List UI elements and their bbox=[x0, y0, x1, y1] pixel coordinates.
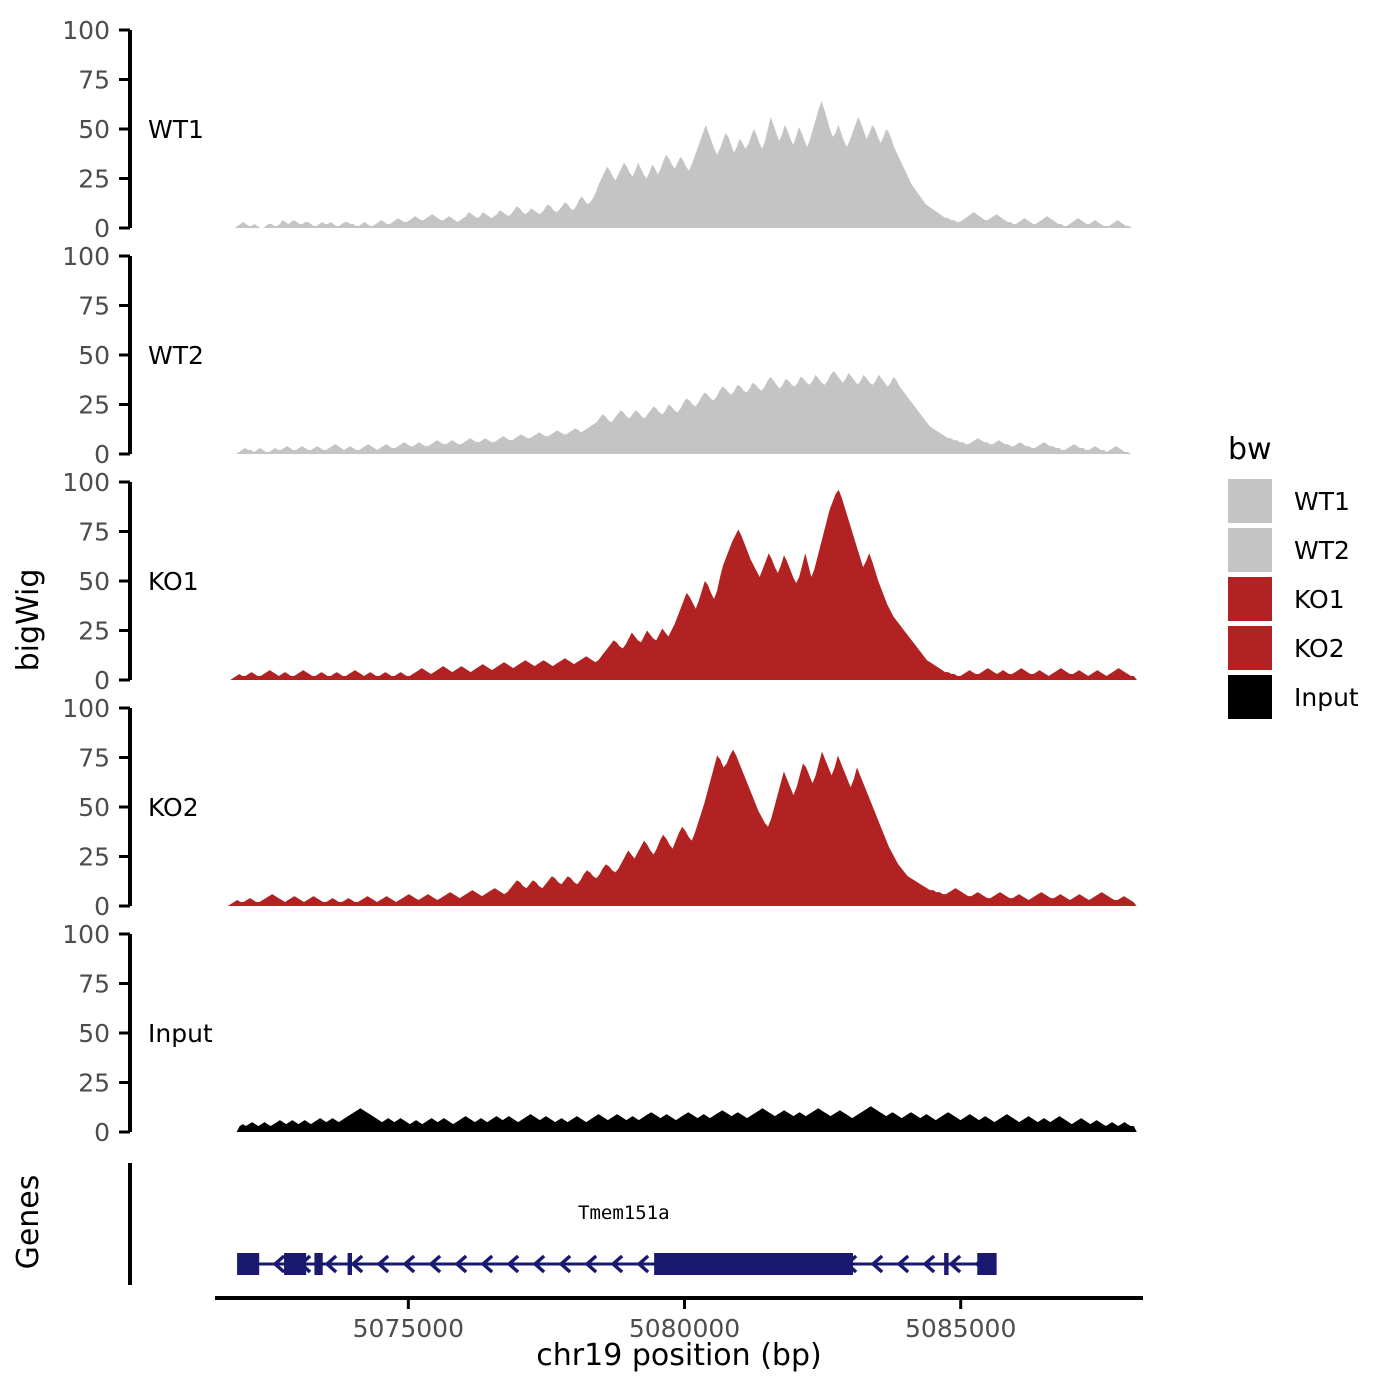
legend-title: bw bbox=[1228, 432, 1272, 467]
y-tick-label: 0 bbox=[94, 440, 110, 469]
bigwig-area-wt1 bbox=[215, 101, 1143, 228]
y-tick-label: 50 bbox=[78, 567, 110, 596]
gene-strand-arrow bbox=[922, 1254, 936, 1274]
legend-item-ko2[interactable]: KO2 bbox=[1228, 626, 1345, 670]
y-tick-label: 100 bbox=[62, 920, 110, 949]
legend-label: WT2 bbox=[1294, 536, 1350, 565]
bigwig-track-ko1: 0 25 50 75 100 KO1 bbox=[62, 468, 1143, 695]
y-tick-label: 25 bbox=[78, 1069, 110, 1098]
legend-swatch bbox=[1228, 577, 1272, 621]
y-tick-label: 25 bbox=[78, 391, 110, 420]
bigwig-track-wt1: 0 25 50 75 100 WT1 bbox=[62, 16, 1143, 243]
gene-strand-arrow bbox=[532, 1254, 546, 1274]
bigwig-area-wt2 bbox=[215, 370, 1143, 454]
y-tick-label: 100 bbox=[62, 16, 110, 45]
legend-swatch bbox=[1228, 675, 1272, 719]
y-tick-label: 50 bbox=[78, 793, 110, 822]
gene-exon bbox=[654, 1253, 853, 1275]
genes-panel: Tmem151a bbox=[128, 1163, 997, 1285]
legend-item-ko1[interactable]: KO1 bbox=[1228, 577, 1345, 621]
y-tick-label: 75 bbox=[78, 292, 110, 321]
y-tick-label: 0 bbox=[94, 892, 110, 921]
gene-strand-arrow bbox=[376, 1254, 390, 1274]
y-tick-label: 50 bbox=[78, 341, 110, 370]
gene-strand-arrow bbox=[896, 1254, 910, 1274]
x-axis-title: chr19 position (bp) bbox=[536, 1338, 821, 1373]
legend-item-wt2[interactable]: WT2 bbox=[1228, 528, 1350, 572]
bigwig-area-input bbox=[215, 1106, 1143, 1132]
x-tick-label: 5085000 bbox=[905, 1314, 1016, 1343]
legend-label: WT1 bbox=[1294, 487, 1350, 516]
legend-label: KO1 bbox=[1294, 585, 1345, 614]
gene-strand-arrow bbox=[948, 1254, 962, 1274]
track-label-wt2: WT2 bbox=[148, 341, 204, 370]
gene-strand-arrow bbox=[558, 1254, 572, 1274]
legend-label: KO2 bbox=[1294, 634, 1345, 663]
track-label-ko1: KO1 bbox=[148, 567, 199, 596]
gene-exon bbox=[237, 1253, 260, 1275]
gene-strand-arrow bbox=[350, 1254, 364, 1274]
gene-strand-arrow bbox=[402, 1254, 416, 1274]
gene-exon bbox=[977, 1253, 997, 1275]
legend-label: Input bbox=[1294, 683, 1359, 712]
track-label-wt1: WT1 bbox=[148, 115, 204, 144]
legend-item-wt1[interactable]: WT1 bbox=[1228, 479, 1350, 523]
y-tick-label: 0 bbox=[94, 214, 110, 243]
y-tick-label: 25 bbox=[78, 843, 110, 872]
track-label-input: Input bbox=[148, 1019, 213, 1048]
track-label-ko2: KO2 bbox=[148, 793, 199, 822]
bigwig-track-ko2: 0 25 50 75 100 KO2 bbox=[62, 694, 1143, 921]
bigwig-track-input: 0 25 50 75 100 Input bbox=[62, 920, 1143, 1147]
x-tick-label: 5080000 bbox=[629, 1314, 740, 1343]
y-axis-title: bigWig bbox=[11, 569, 46, 672]
x-axis: 5075000 5080000 5085000 bbox=[215, 1296, 1143, 1343]
gene-name-label: Tmem151a bbox=[578, 1202, 670, 1224]
y-tick-label: 50 bbox=[78, 115, 110, 144]
gene-strand-arrow bbox=[272, 1254, 286, 1274]
gene-strand-arrow bbox=[428, 1254, 442, 1274]
gene-strand-arrow bbox=[324, 1254, 338, 1274]
y-tick-label: 0 bbox=[94, 1118, 110, 1147]
legend-swatch bbox=[1228, 528, 1272, 572]
legend-swatch bbox=[1228, 626, 1272, 670]
gene-strand-arrow bbox=[636, 1254, 650, 1274]
gene-exon bbox=[284, 1253, 307, 1275]
bigwig-area-ko1 bbox=[215, 489, 1143, 680]
bigwig-panels: 0255075100WT10255075100WT20255075100KO10… bbox=[62, 16, 1143, 1147]
gene-strand-arrow bbox=[454, 1254, 468, 1274]
gene-strand-arrow bbox=[506, 1254, 520, 1274]
gene-strand-arrow bbox=[870, 1254, 884, 1274]
legend: bw WT1 WT2 KO1 KO2 Input bbox=[1228, 432, 1359, 719]
gene-strand-arrow bbox=[610, 1254, 624, 1274]
y-tick-label: 50 bbox=[78, 1019, 110, 1048]
legend-item-input[interactable]: Input bbox=[1228, 675, 1359, 719]
gene-strand-arrow bbox=[584, 1254, 598, 1274]
y-tick-label: 100 bbox=[62, 694, 110, 723]
y-tick-label: 25 bbox=[78, 617, 110, 646]
x-tick-label: 5075000 bbox=[353, 1314, 464, 1343]
gene-exon bbox=[347, 1253, 352, 1275]
y-tick-label: 75 bbox=[78, 744, 110, 773]
gene-exon bbox=[314, 1253, 323, 1275]
bigwig-track-wt2: 0 25 50 75 100 WT2 bbox=[62, 242, 1143, 469]
genes-axis-title: Genes bbox=[11, 1175, 46, 1270]
y-tick-label: 25 bbox=[78, 165, 110, 194]
gene-model: Tmem151a bbox=[237, 1202, 997, 1275]
y-tick-label: 100 bbox=[62, 242, 110, 271]
y-tick-label: 100 bbox=[62, 468, 110, 497]
gene-exon bbox=[944, 1253, 949, 1275]
bigwig-area-ko2 bbox=[215, 749, 1143, 906]
y-tick-label: 0 bbox=[94, 666, 110, 695]
y-tick-label: 75 bbox=[78, 970, 110, 999]
y-tick-label: 75 bbox=[78, 66, 110, 95]
y-tick-label: 75 bbox=[78, 518, 110, 547]
gene-strand-arrow bbox=[480, 1254, 494, 1274]
legend-swatch bbox=[1228, 479, 1272, 523]
